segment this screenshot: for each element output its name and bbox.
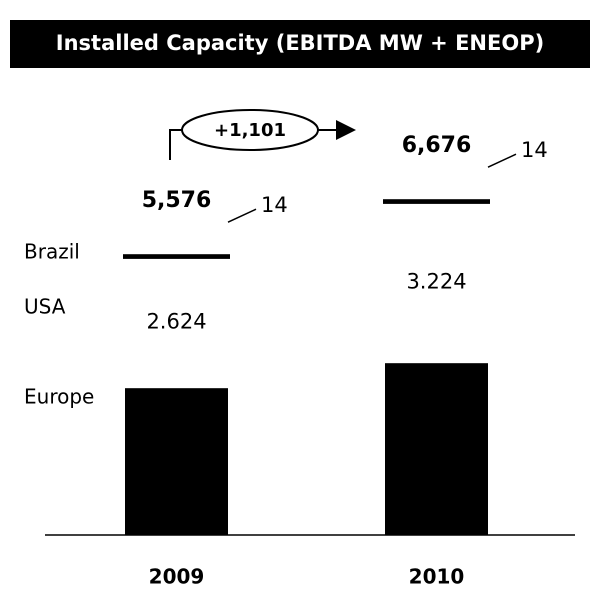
legend-label: Europe (24, 385, 94, 409)
total-label: 6,676 (402, 133, 472, 158)
legend-label: USA (24, 295, 66, 319)
bar-segment (385, 363, 488, 535)
change-label: +1,101 (214, 120, 286, 141)
bar-segment (385, 201, 488, 364)
data-label: 14 (521, 138, 548, 162)
legend-label: Brazil (24, 240, 80, 264)
bar-segment (125, 388, 228, 535)
x-tick-label: 2009 (149, 565, 205, 589)
label-leader (227, 208, 257, 223)
total-label: 5,576 (142, 188, 212, 213)
data-label: 3.224 (406, 270, 466, 294)
label-leader (487, 153, 517, 168)
bar-segment (123, 254, 230, 259)
bar-segment (125, 256, 228, 389)
data-label: 2.624 (146, 310, 206, 334)
change-bracket (169, 129, 182, 160)
change-bubble (181, 109, 319, 151)
chart-title: Installed Capacity (EBITDA MW + ENEOP) (56, 31, 544, 55)
data-label: 14 (261, 193, 288, 217)
title-bar (10, 20, 590, 68)
x-tick-label: 2010 (409, 565, 465, 589)
bar-segment (383, 199, 490, 204)
